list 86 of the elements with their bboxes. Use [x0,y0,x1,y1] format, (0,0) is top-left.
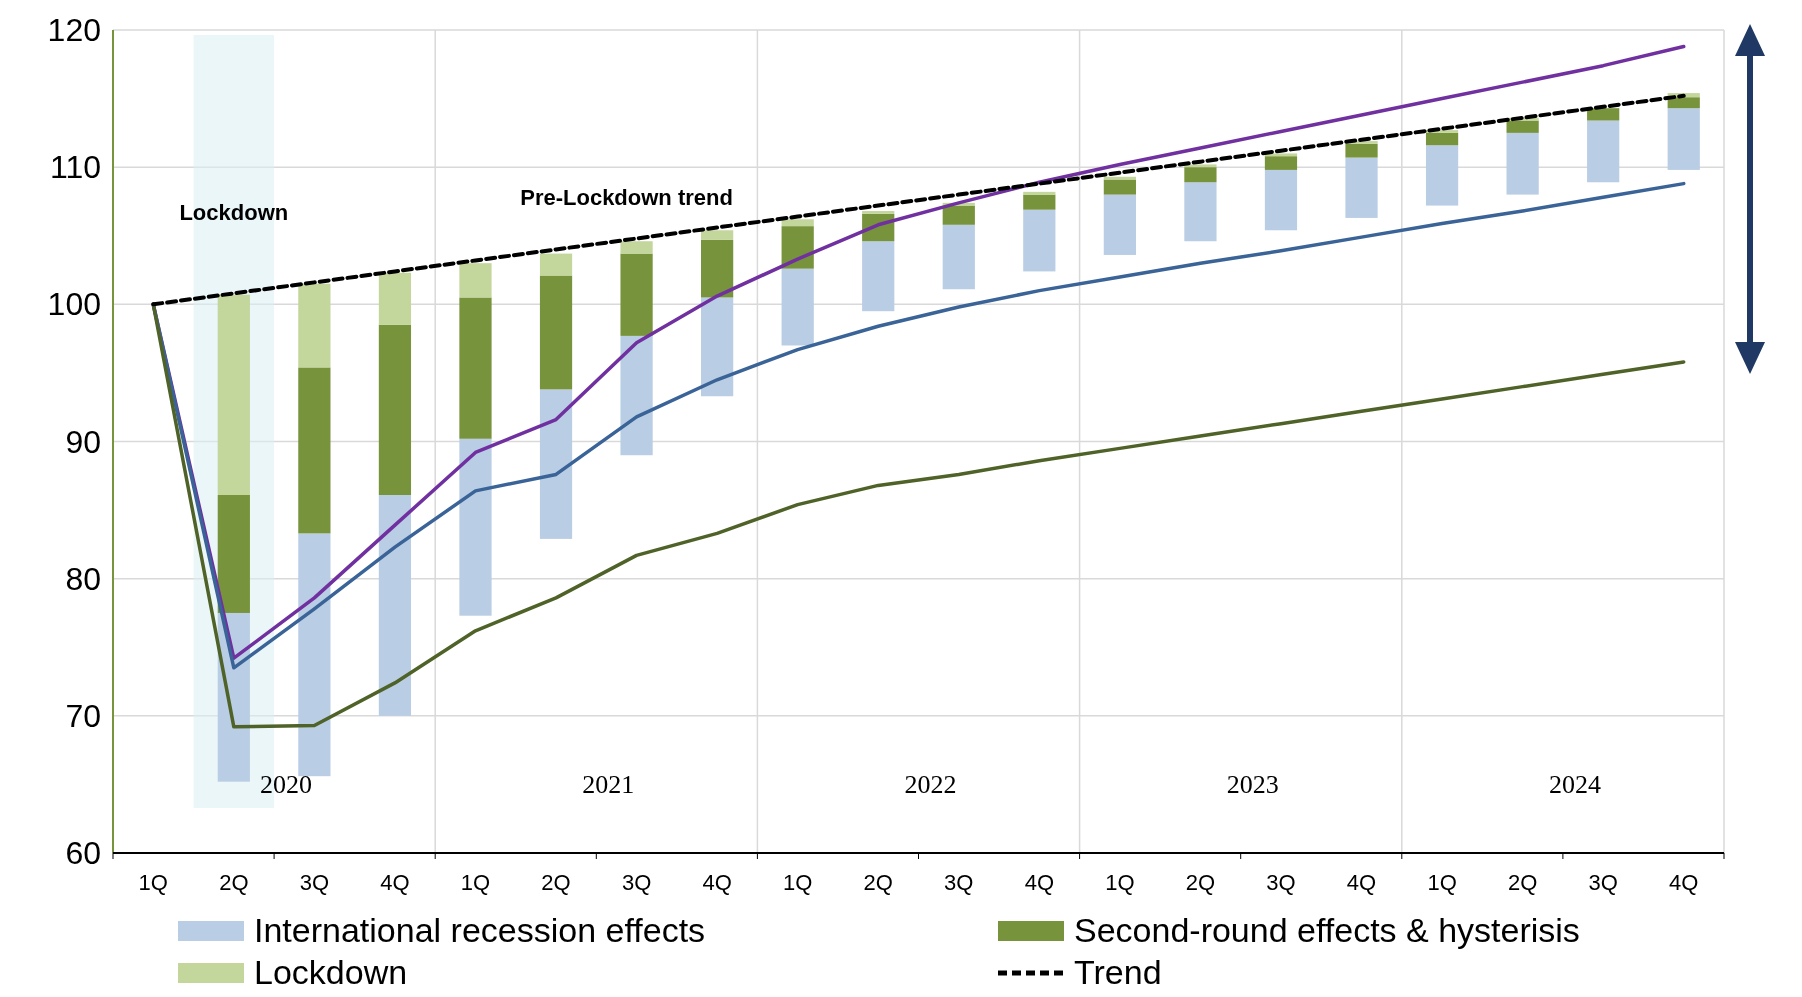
bar [539,253,573,276]
bar [217,495,250,613]
x-tick-label: 3Q [1266,870,1296,895]
bar [1587,108,1620,121]
legend-label: International recession effects [254,911,706,949]
x-tick-label: 1Q [138,870,168,895]
bar [701,239,734,298]
x-tick-label: 4Q [380,870,410,895]
bar [1103,176,1136,180]
legend-label: Trend [1074,953,1162,991]
bar [942,224,975,290]
y-tick-label: 120 [47,12,101,48]
x-tick-label: 2Q [219,870,249,895]
x-tick-label: 1Q [783,870,813,895]
x-tick-label: 3Q [299,870,330,895]
bar [1345,143,1378,158]
bar [1184,182,1217,242]
bar [620,335,653,456]
bar [781,226,814,269]
bar [459,263,492,298]
x-tick-label: 4Q [1669,870,1699,895]
bar [1264,169,1298,231]
bar [781,219,814,227]
bar [1023,209,1056,272]
legend-label: Second-round effects & hysterisis [1074,911,1580,949]
bar [1667,97,1700,109]
annotation: Pre-Lockdown trend [520,185,733,210]
bar [459,438,492,616]
bar [1587,120,1620,183]
bar [1023,191,1056,195]
bar [459,297,492,439]
bar [862,241,895,312]
bar [862,211,895,214]
bar [539,275,573,390]
y-tick-label: 70 [65,697,101,734]
x-tick-label: 1Q [1427,870,1457,895]
bar [1103,179,1136,195]
bar [620,253,653,336]
annotation: 2023 [1226,770,1279,799]
bar [1667,108,1700,170]
x-tick-label: 3Q [621,870,652,895]
bar [701,297,734,397]
bar [217,294,250,495]
x-tick-label: 1Q [460,870,491,895]
bar [1023,194,1056,210]
y-tick-label: 90 [65,423,101,460]
line-series [151,93,1686,307]
bar [298,367,331,534]
bar [1184,167,1217,183]
x-tick-label: 2Q [863,870,893,895]
bar [378,324,412,495]
bar [620,241,653,254]
annotation: 2021 [582,770,635,799]
x-tick-label: 3Q [944,870,974,895]
x-tick-label: 2Q [1507,870,1538,895]
bar [539,389,573,539]
bar [1425,132,1459,146]
bar [781,268,814,346]
bar [1103,194,1136,255]
bar [1425,145,1459,206]
bar [298,283,331,368]
x-tick-label: 2Q [541,870,571,895]
bar [378,272,412,325]
x-tick-label: 4Q [702,870,732,895]
bar [298,533,331,777]
bar [701,230,734,240]
bar [378,495,412,716]
annotation: 2022 [904,770,957,799]
x-tick-label: 1Q [1105,870,1135,895]
bar [1506,120,1539,133]
bar [1345,157,1378,218]
bar [1506,132,1539,195]
x-tick-label: 3Q [1588,870,1618,895]
y-tick-label: 100 [47,286,101,323]
y-tick-label: 80 [65,560,101,597]
x-tick-label: 4Q [1346,870,1377,895]
bar [942,205,975,225]
y-tick-label: 60 [65,835,101,871]
x-tick-label: 4Q [1024,870,1054,895]
bar [1264,156,1298,170]
legend-label: Lockdown [254,953,408,991]
band-label: Lockdown [179,200,289,225]
y-tick-label: 110 [49,149,101,186]
annotation: 2024 [1548,770,1601,799]
x-tick-label: 2Q [1185,870,1216,895]
annotation: 2020 [260,770,313,799]
